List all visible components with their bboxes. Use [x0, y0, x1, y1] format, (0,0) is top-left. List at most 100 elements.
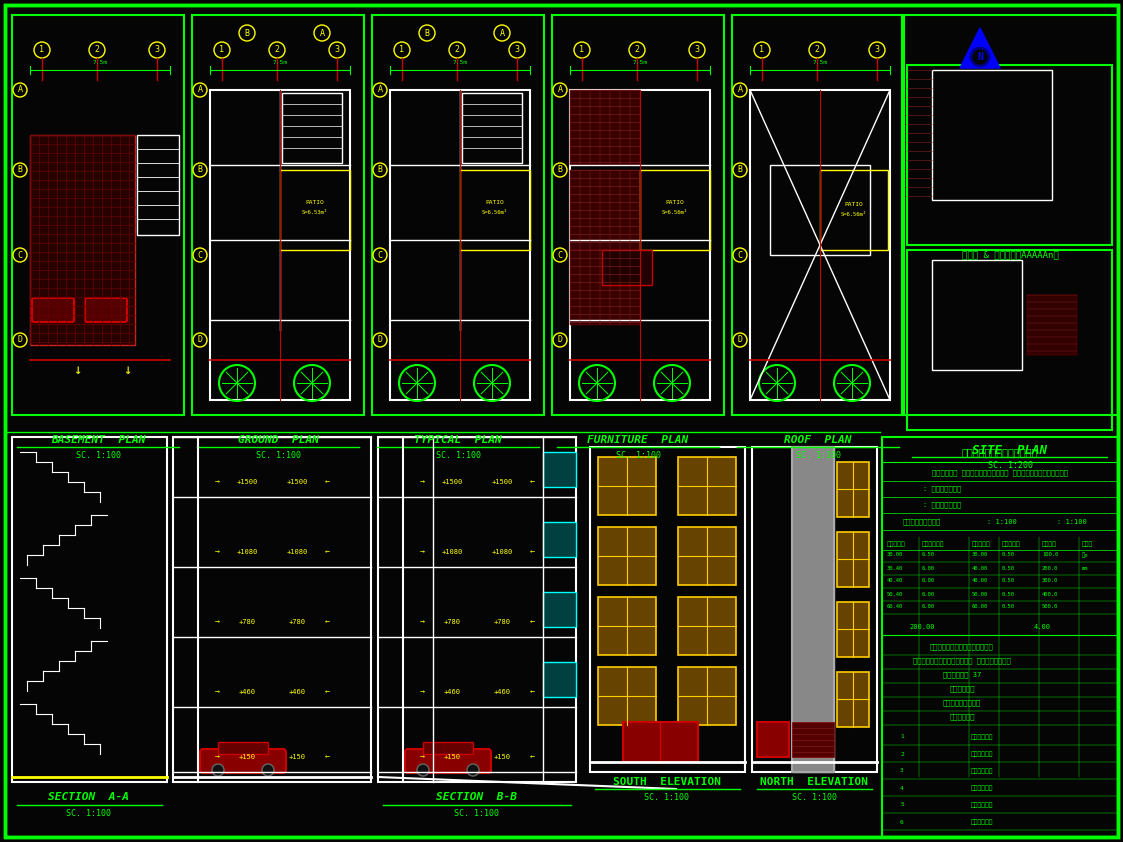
Text: 50.40: 50.40 [887, 591, 903, 596]
Text: 3: 3 [901, 769, 904, 774]
Text: 0.50: 0.50 [1002, 552, 1015, 557]
Text: NORTH  ELEVATION: NORTH ELEVATION [760, 777, 868, 787]
Circle shape [417, 764, 429, 776]
Text: 30.40: 30.40 [887, 566, 903, 571]
Text: ↓: ↓ [122, 363, 131, 377]
Text: 6.00: 6.00 [922, 605, 935, 610]
Bar [750, 90, 891, 400]
Text: →: → [214, 477, 219, 487]
Text: รายการ: รายการ [970, 802, 993, 807]
Text: +460: +460 [238, 689, 256, 695]
Text: PATIO: PATIO [844, 202, 864, 207]
Text: D: D [738, 335, 742, 344]
Text: PATIO: PATIO [305, 200, 325, 205]
Text: รายการ: รายการ [970, 751, 993, 757]
Text: 30.00: 30.00 [973, 552, 988, 557]
Polygon shape [960, 28, 999, 68]
Text: A: A [557, 86, 563, 94]
Bar [599, 667, 656, 725]
Text: 50.00: 50.00 [973, 591, 988, 596]
Text: 40.00: 40.00 [973, 566, 988, 571]
Text: A: A [320, 29, 325, 38]
Bar [570, 90, 710, 400]
Text: →: → [420, 547, 424, 557]
Text: 30.00: 30.00 [887, 552, 903, 557]
Text: C: C [557, 251, 563, 259]
Text: ←: ← [325, 547, 329, 557]
Text: แผนผัง 37: แผนผัง 37 [943, 672, 982, 679]
Text: ←: ← [530, 688, 535, 696]
Text: B: B [424, 29, 429, 38]
Text: GROUND  PLAN: GROUND PLAN [237, 435, 319, 445]
Text: SC. 1:100: SC. 1:100 [256, 450, 301, 460]
Bar [640, 170, 710, 250]
Text: D: D [198, 335, 202, 344]
Bar [599, 597, 656, 655]
Text: 200.00: 200.00 [910, 624, 934, 630]
Bar [932, 260, 1022, 370]
Text: B: B [377, 166, 383, 174]
Bar [210, 90, 350, 400]
Text: SC. 1:100: SC. 1:100 [792, 792, 837, 802]
Bar [752, 447, 877, 772]
Text: C: C [377, 251, 383, 259]
Text: 2: 2 [455, 45, 459, 55]
Text: +780: +780 [238, 619, 256, 625]
Bar [570, 90, 640, 165]
Text: +1500: +1500 [441, 479, 463, 485]
Text: วิวจัย กองผังเมือง กรุงเทพมหานคร: วิวจัย กองผังเมือง กรุงเทพมหานคร [932, 470, 1068, 477]
Text: +780: +780 [493, 619, 511, 625]
Bar [30, 135, 135, 345]
Text: 2: 2 [901, 752, 904, 756]
Bar [423, 742, 473, 754]
Text: SC. 1:100: SC. 1:100 [455, 809, 500, 818]
Text: ลำดับ: ลำดับ [887, 541, 906, 546]
Text: ←: ← [325, 688, 329, 696]
Text: : 1:100: : 1:100 [987, 519, 1016, 525]
Text: SECTION  A-A: SECTION A-A [48, 792, 129, 802]
Text: A: A [500, 29, 504, 38]
Text: →: → [214, 617, 219, 626]
Bar [590, 447, 745, 772]
Text: SC. 1:100: SC. 1:100 [436, 450, 481, 460]
Text: mm: mm [1081, 566, 1088, 571]
Text: 3: 3 [694, 45, 700, 55]
Text: 7.5m: 7.5m [813, 61, 828, 66]
Bar [460, 170, 530, 250]
Circle shape [212, 764, 223, 776]
Text: ลงชื่อ: ลงชื่อ [949, 685, 975, 692]
Text: S=6.56m²: S=6.56m² [841, 212, 867, 217]
Text: 0.50: 0.50 [1002, 591, 1015, 596]
Text: SC. 1:100: SC. 1:100 [75, 450, 120, 460]
Bar [553, 15, 724, 415]
Text: →: → [420, 617, 424, 626]
Text: 6.50: 6.50 [922, 552, 935, 557]
Text: มาตราส่วน: มาตราส่วน [903, 519, 941, 525]
Text: ←: ← [530, 617, 535, 626]
Text: A: A [377, 86, 383, 94]
Bar [678, 457, 736, 515]
Text: +150: +150 [493, 754, 511, 760]
Text: 5: 5 [901, 802, 904, 807]
Text: ←: ← [530, 753, 535, 761]
Text: A: A [738, 86, 742, 94]
Bar [902, 15, 1119, 415]
Text: 7.5m: 7.5m [92, 61, 108, 66]
Text: ผู้ออกแบบ: ผู้ออกแบบ [943, 700, 982, 706]
Bar [623, 722, 699, 762]
Circle shape [971, 48, 989, 66]
Text: B: B [18, 166, 22, 174]
Bar [282, 93, 343, 163]
Text: 6.00: 6.00 [922, 578, 935, 584]
Text: กรุงเทพมหานคร: กรุงเทพมหานคร [961, 447, 1038, 457]
Bar [137, 135, 179, 235]
Text: 1: 1 [901, 734, 904, 739]
Text: 7.5m: 7.5m [632, 61, 648, 66]
Text: +1500: +1500 [492, 479, 512, 485]
Text: B: B [738, 166, 742, 174]
Text: +1080: +1080 [236, 549, 257, 555]
Bar [678, 597, 736, 655]
Bar [544, 662, 576, 697]
Text: 4.00: 4.00 [1033, 624, 1050, 630]
Bar [218, 742, 268, 754]
